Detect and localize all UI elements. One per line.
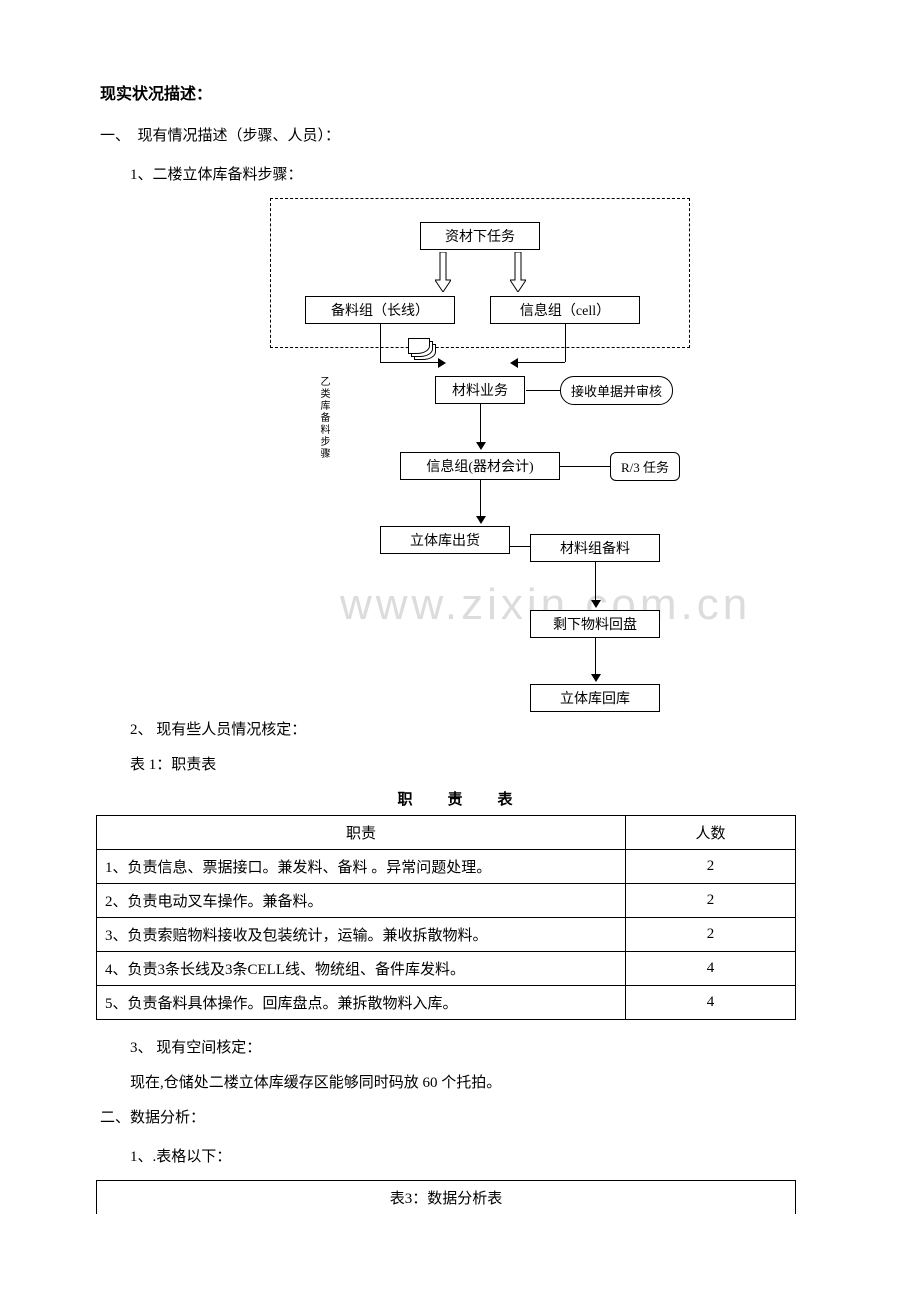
table-cell: 2 <box>626 918 796 952</box>
table-cell: 3、负责索赔物料接收及包装统计，运输。兼收拆散物料。 <box>97 918 626 952</box>
section-2-1-heading: 1、.表格以下： <box>130 1145 820 1166</box>
flowchart-node: 立体库回库 <box>530 684 660 712</box>
section-1-1-heading: 1、二楼立体库备料步骤： <box>130 163 820 184</box>
flowchart-node-label: 立体库回库 <box>560 688 630 708</box>
hollow-arrow-icon <box>435 252 451 292</box>
arrow-head-icon <box>510 358 518 368</box>
table-cell: 2 <box>626 884 796 918</box>
flowchart-node-label: 材料业务 <box>452 380 508 400</box>
resp-table-title: 职 责 表 <box>100 788 820 809</box>
table-row: 4、负责3条长线及3条CELL线、物统组、备件库发料。 4 <box>97 952 796 986</box>
flowchart-node-label: 备料组（长线） <box>331 300 429 320</box>
section-1-3-text: 现在,仓储处二楼立体库缓存区能够同时码放 60 个托拍。 <box>130 1071 820 1092</box>
flowchart-node-start: 资材下任务 <box>420 222 540 250</box>
flowchart-callout: 接收单据并审核 <box>560 376 673 405</box>
table-cell: 4 <box>626 952 796 986</box>
flowchart-node-label: 立体库出货 <box>410 530 480 550</box>
flowchart-node: 信息组(器材会计) <box>400 452 560 480</box>
flowchart-node-label: 信息组（cell） <box>520 300 610 320</box>
flowchart-node-label: 资材下任务 <box>445 226 515 246</box>
arrow-line <box>565 324 566 362</box>
arrow-head-icon <box>476 442 486 450</box>
table-cell: 4、负责3条长线及3条CELL线、物统组、备件库发料。 <box>97 952 626 986</box>
arrow-line <box>595 638 596 676</box>
flowchart-node-label: 材料组备料 <box>560 538 630 558</box>
flowchart-callout-label: 接收单据并审核 <box>571 384 662 399</box>
connector-line <box>560 466 610 467</box>
arrow-head-icon <box>591 674 601 682</box>
table-row: 1、负责信息、票据接口。兼发料、备料 。异常问题处理。 2 <box>97 850 796 884</box>
flowchart-cloud-label: R/3 任务 <box>621 460 669 475</box>
data-analysis-table: 表3：数据分析表 <box>96 1180 796 1214</box>
flowchart-node-label: 剩下物料回盘 <box>553 614 637 634</box>
table-row: 2、负责电动叉车操作。兼备料。 2 <box>97 884 796 918</box>
table-row: 表3：数据分析表 <box>97 1181 796 1215</box>
flowchart-node: 材料业务 <box>435 376 525 404</box>
flowchart-node: 备料组（长线） <box>305 296 455 324</box>
table-row: 5、负责备料具体操作。回库盘点。兼拆散物料入库。 4 <box>97 986 796 1020</box>
arrow-line <box>380 324 381 362</box>
table-cell: 2、负责电动叉车操作。兼备料。 <box>97 884 626 918</box>
document-stack-icon <box>408 338 438 360</box>
main-heading: 现实状况描述： <box>100 80 820 104</box>
arrow-line <box>595 562 596 602</box>
arrow-head-icon <box>438 358 446 368</box>
flowchart-cloud: R/3 任务 <box>610 452 680 481</box>
table-row: 3、负责索赔物料接收及包装统计，运输。兼收拆散物料。 2 <box>97 918 796 952</box>
section-1-heading: 一、 现有情况描述（步骤、人员）： <box>100 124 820 145</box>
flowchart: 资材下任务 备料组（长线） 信息组（cell） 乙类库备料步骤 材料业务 接收单… <box>210 198 750 738</box>
arrow-line <box>480 404 481 442</box>
table-cell: 1、负责信息、票据接口。兼发料、备料 。异常问题处理。 <box>97 850 626 884</box>
arrow-line <box>480 480 481 518</box>
table-cell: 2 <box>626 850 796 884</box>
table-header-cell: 职责 <box>97 816 626 850</box>
table-cell: 5、负责备料具体操作。回库盘点。兼拆散物料入库。 <box>97 986 626 1020</box>
table-header-row: 职责 人数 <box>97 816 796 850</box>
table-header-cell: 人数 <box>626 816 796 850</box>
responsibility-table: 职责 人数 1、负责信息、票据接口。兼发料、备料 。异常问题处理。 2 2、负责… <box>96 815 796 1020</box>
hollow-arrow-icon <box>510 252 526 292</box>
flowchart-node: 立体库出货 <box>380 526 510 554</box>
section-2-heading: 二、数据分析： <box>100 1106 820 1127</box>
section-1-3-heading: 3、 现有空间核定： <box>130 1036 820 1057</box>
arrow-head-icon <box>591 600 601 608</box>
connector-line <box>526 390 560 391</box>
table-caption-cell: 表3：数据分析表 <box>97 1181 796 1215</box>
table-cell: 4 <box>626 986 796 1020</box>
arrow-head-icon <box>476 516 486 524</box>
flowchart-node-label: 信息组(器材会计) <box>426 456 533 476</box>
arrow-line <box>380 362 440 363</box>
arrow-line <box>518 362 565 363</box>
flowchart-node: 剩下物料回盘 <box>530 610 660 638</box>
flowchart-node: 信息组（cell） <box>490 296 640 324</box>
table-1-caption: 表 1：职责表 <box>130 753 820 774</box>
flowchart-dashed-group <box>270 198 690 348</box>
flowchart-node: 材料组备料 <box>530 534 660 562</box>
vertical-label: 乙类库备料步骤 <box>316 376 331 460</box>
